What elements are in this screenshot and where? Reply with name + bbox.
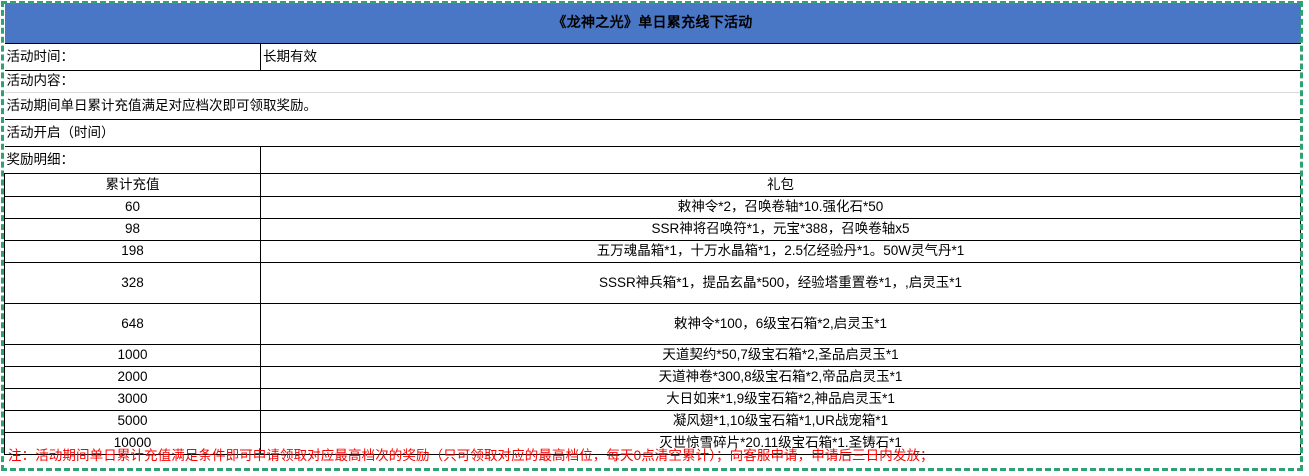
reward-amount: 1000	[4, 344, 261, 367]
table-row: 2000 天道神卷*300,8级宝石箱*2,帝品启灵玉*1	[4, 366, 1302, 389]
reward-amount: 5000	[4, 410, 261, 433]
table-row: 60 敕神令*2，召唤卷轴*10.强化石*50	[4, 196, 1302, 219]
reward-gift: SSSR神兵箱*1，提品玄晶*500，经验塔重置卷*1，,启灵玉*1	[259, 262, 1302, 304]
reward-gift: 天道神卷*300,8级宝石箱*2,帝品启灵玉*1	[259, 366, 1302, 389]
info-row-activity-time: 活动时间： 长期有效	[4, 43, 1301, 71]
value-activity-description	[260, 92, 1301, 120]
reward-amount: 10000	[4, 432, 261, 455]
reward-gift: 天道契约*50,7级宝石箱*2,圣品启灵玉*1	[259, 344, 1302, 367]
title-row: 《龙神之光》单日累充线下活动	[4, 3, 1301, 44]
label-activity-time: 活动时间：	[4, 43, 261, 71]
reward-amount: 648	[4, 303, 261, 345]
footer-note: 注：活动期间单日累计充值满足条件即可申请领取对应最高档次的奖励（只可领取对应的最…	[8, 448, 934, 463]
table-row: 648 敕神令*100，6级宝石箱*2,启灵玉*1	[4, 303, 1302, 345]
info-row-activity-open: 活动开启（时间）	[4, 119, 1301, 147]
reward-amount: 198	[4, 240, 261, 263]
info-row-activity-content: 活动内容：	[4, 70, 1301, 93]
table-row: 1000 天道契约*50,7级宝石箱*2,圣品启灵玉*1	[4, 344, 1302, 367]
reward-gift: 大日如来*1,9级宝石箱*2,神品启灵玉*1	[259, 388, 1302, 411]
info-row-activity-description: 活动期间单日累计充值满足对应档次即可领取奖励。	[4, 92, 1301, 120]
spreadsheet-sheet[interactable]: 《龙神之光》单日累充线下活动 活动时间： 长期有效 活动内容： 活动期间单日累计…	[4, 3, 1302, 455]
reward-table-header-row: 累计充值 礼包	[4, 173, 1302, 197]
reward-header-amount: 累计充值	[4, 173, 261, 197]
value-activity-open	[260, 119, 1301, 147]
reward-gift: 灭世惊雪碎片*20.11级宝石箱*1.圣铸石*1	[259, 432, 1302, 455]
info-row-reward-detail: 奖励明细：	[4, 146, 1301, 174]
reward-amount: 98	[4, 218, 261, 241]
value-reward-detail	[260, 146, 1301, 174]
page-title: 《龙神之光》单日累充线下活动	[4, 3, 1301, 44]
table-row: 198 五万魂晶箱*1，十万水晶箱*1，2.5亿经验丹*1。50W灵气丹*1	[4, 240, 1302, 263]
value-activity-time: 长期有效	[260, 43, 1301, 71]
table-row: 98 SSR神将召唤符*1，元宝*388，召唤卷轴x5	[4, 218, 1302, 241]
label-activity-content: 活动内容：	[4, 70, 261, 93]
table-row: 3000 大日如来*1,9级宝石箱*2,神品启灵玉*1	[4, 388, 1302, 411]
reward-header-gift: 礼包	[259, 173, 1302, 197]
value-activity-content	[260, 70, 1301, 93]
reward-gift: 敕神令*100，6级宝石箱*2,启灵玉*1	[259, 303, 1302, 345]
reward-gift: 五万魂晶箱*1，十万水晶箱*1，2.5亿经验丹*1。50W灵气丹*1	[259, 240, 1302, 263]
label-activity-open: 活动开启（时间）	[4, 119, 261, 147]
reward-amount: 2000	[4, 366, 261, 389]
reward-gift: SSR神将召唤符*1，元宝*388，召唤卷轴x5	[259, 218, 1302, 241]
reward-amount: 60	[4, 196, 261, 219]
reward-gift: 敕神令*2，召唤卷轴*10.强化石*50	[259, 196, 1302, 219]
label-reward-detail: 奖励明细：	[4, 146, 261, 174]
table-row: 10000 灭世惊雪碎片*20.11级宝石箱*1.圣铸石*1	[4, 432, 1302, 455]
reward-gift: 凝风翅*1,10级宝石箱*1,UR战宠箱*1	[259, 410, 1302, 433]
label-activity-description: 活动期间单日累计充值满足对应档次即可领取奖励。	[4, 92, 317, 120]
table-row: 328 SSSR神兵箱*1，提品玄晶*500，经验塔重置卷*1，,启灵玉*1	[4, 262, 1302, 304]
reward-amount: 328	[4, 262, 261, 304]
reward-amount: 3000	[4, 388, 261, 411]
activity-table: 《龙神之光》单日累充线下活动 活动时间： 长期有效 活动内容： 活动期间单日累计…	[4, 3, 1302, 455]
table-row: 5000 凝风翅*1,10级宝石箱*1,UR战宠箱*1	[4, 410, 1302, 433]
